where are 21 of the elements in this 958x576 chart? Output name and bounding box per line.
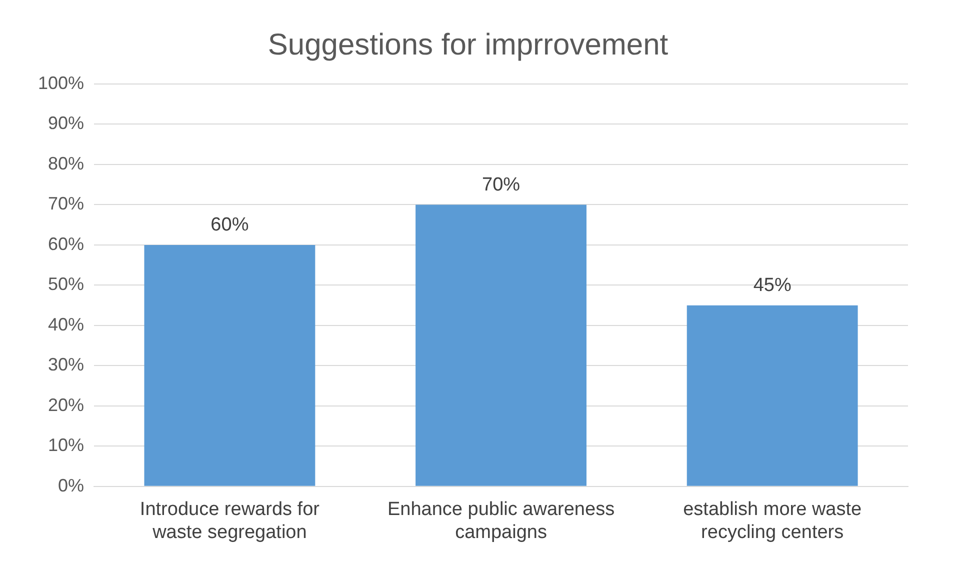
data-label: 45% bbox=[753, 275, 792, 296]
y-tick-label: 20% bbox=[48, 394, 84, 415]
y-tick-label: 50% bbox=[48, 274, 84, 294]
bar bbox=[416, 204, 586, 486]
y-tick-label: 60% bbox=[48, 234, 84, 254]
data-label: 70% bbox=[482, 174, 520, 196]
y-tick-label: 0% bbox=[58, 475, 84, 496]
bar bbox=[686, 305, 858, 486]
y-tick-label: 80% bbox=[48, 153, 84, 174]
y-tick-label: 90% bbox=[48, 113, 84, 134]
y-tick-label: 40% bbox=[48, 314, 84, 334]
x-tick-label: Introduce rewards for waste segregation bbox=[140, 499, 320, 543]
chart-title: Suggestions for imprrovement bbox=[268, 28, 669, 62]
bar bbox=[144, 244, 316, 486]
y-tick-label: 30% bbox=[48, 354, 84, 375]
data-label: 60% bbox=[210, 214, 249, 236]
y-tick-label: 70% bbox=[48, 194, 84, 214]
x-tick-label: Enhance public awareness campaigns bbox=[387, 499, 615, 543]
y-tick-label: 100% bbox=[38, 72, 84, 93]
y-tick-label: 10% bbox=[48, 435, 84, 456]
x-tick-label: establish more waste recycling centers bbox=[683, 499, 862, 543]
